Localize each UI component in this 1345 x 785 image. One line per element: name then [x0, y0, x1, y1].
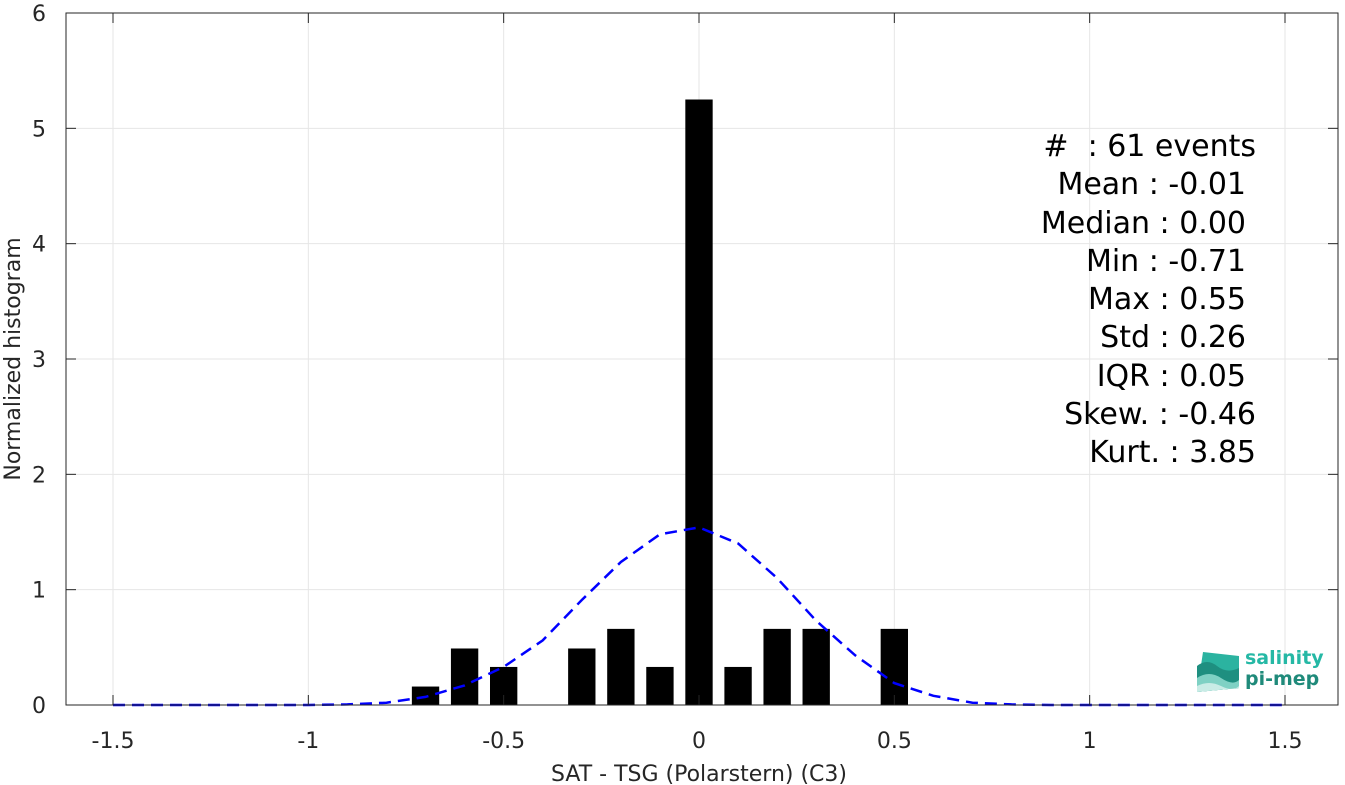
stat-std: Std : 0.26	[1100, 320, 1246, 356]
stat-skew: Skew. : -0.46	[1064, 397, 1256, 433]
statistics-box: # : 61 events Mean : -0.01 Median : 0.00…	[1000, 128, 1270, 473]
histogram-bars	[411, 99, 909, 705]
logo-text: salinity pi-mep	[1245, 648, 1324, 690]
y-tick-label: 5	[32, 117, 46, 142]
y-axis-ticks: 0 1 2 3 4 5 6	[32, 2, 1338, 719]
stat-max: Max : 0.55	[1088, 282, 1246, 318]
x-tick-label: 0.5	[877, 729, 912, 754]
histogram-bar	[724, 666, 752, 705]
x-tick-label: 1	[1083, 729, 1097, 754]
stat-count: # : 61 events	[1043, 129, 1256, 164]
x-tick-label: 1.5	[1268, 729, 1303, 754]
histogram-bar	[568, 648, 596, 705]
logo-wave-icon	[1197, 652, 1239, 692]
x-tick-label: 0	[692, 729, 706, 754]
y-tick-label: 1	[32, 579, 46, 604]
logo-line-2: pi-mep	[1245, 668, 1320, 690]
stat-kurt: Kurt. : 3.85	[1089, 435, 1256, 471]
histogram-bar	[763, 628, 791, 705]
stat-mean: Mean : -0.01	[1057, 167, 1246, 203]
y-tick-label: 4	[32, 233, 46, 258]
x-tick-label: -1	[297, 729, 319, 754]
salinity-pi-mep-logo: salinity pi-mep	[1195, 648, 1325, 694]
y-tick-label: 3	[32, 348, 46, 373]
y-tick-label: 2	[32, 463, 46, 488]
x-tick-label: -0.5	[482, 729, 525, 754]
histogram-bar	[685, 99, 713, 705]
y-axis-label: Normalized histogram	[1, 237, 26, 480]
stat-median: Median : 0.00	[1040, 205, 1246, 241]
y-tick-label: 6	[32, 2, 46, 27]
x-tick-label: -1.5	[92, 729, 135, 754]
histogram-bar	[802, 628, 830, 705]
histogram-bar	[880, 628, 909, 705]
x-axis-label: SAT - TSG (Polarstern) (C3)	[551, 762, 847, 785]
stat-min: Min : -0.71	[1085, 243, 1246, 279]
logo-line-1: salinity	[1245, 647, 1324, 669]
stat-iqr: IQR : 0.05	[1096, 358, 1246, 394]
y-tick-label: 0	[32, 694, 46, 719]
histogram-bar	[607, 628, 635, 705]
histogram-bar	[450, 648, 479, 705]
histogram-bar	[646, 666, 674, 705]
x-axis-ticks: -1.5 -1 -0.5 0 0.5 1 1.5	[92, 13, 1303, 754]
